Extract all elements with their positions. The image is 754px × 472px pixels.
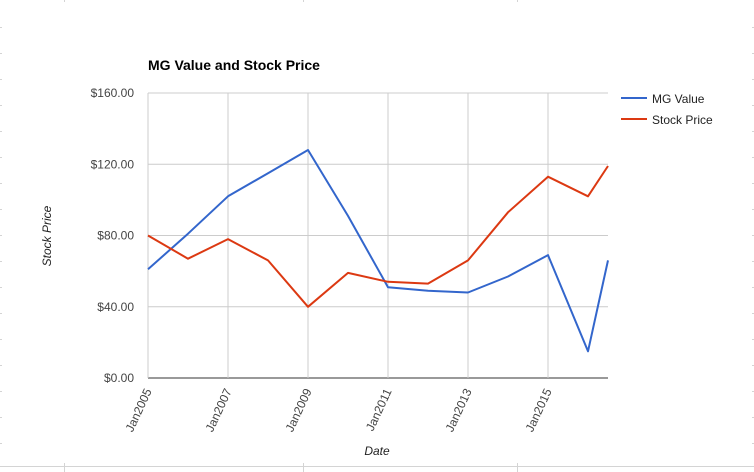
y-tick-label: $40.00 xyxy=(97,300,134,314)
chart-container[interactable]: $0.00 $40.00 $80.00 $120.00 $160.00 Jan2005 Ja… xyxy=(2,2,752,463)
legend-label-stock-price: Stock Price xyxy=(652,113,713,127)
x-tick-label: Jan2009 xyxy=(283,386,315,434)
chart-title: MG Value and Stock Price xyxy=(148,57,320,73)
x-tick-label: Jan2011 xyxy=(363,386,395,433)
y-tick-label: $80.00 xyxy=(97,229,134,243)
legend[interactable]: MG Value Stock Price xyxy=(621,92,713,127)
series-lines xyxy=(147,149,609,353)
line-chart: $0.00 $40.00 $80.00 $120.00 $160.00 Jan2005 Ja… xyxy=(40,57,713,458)
x-tick-label: Jan2007 xyxy=(203,386,235,434)
series-line-mg-value[interactable] xyxy=(147,149,609,353)
y-tick-label: $160.00 xyxy=(91,86,135,100)
y-axis-label: Stock Price xyxy=(40,205,54,266)
x-axis-label: Date xyxy=(364,444,390,458)
legend-label-mg-value: MG Value xyxy=(652,92,705,106)
legend-item-stock-price[interactable]: Stock Price xyxy=(621,113,713,127)
y-tick-label: $120.00 xyxy=(91,157,135,171)
legend-item-mg-value[interactable]: MG Value xyxy=(621,92,705,106)
series-line-stock-price[interactable] xyxy=(147,165,609,308)
gridlines xyxy=(147,92,608,379)
x-tick-label: Jan2005 xyxy=(123,386,155,434)
x-tick-label: Jan2013 xyxy=(443,386,475,434)
tick-labels: $0.00 $40.00 $80.00 $120.00 $160.00 Jan2005 Ja… xyxy=(91,86,555,434)
x-tick-label: Jan2015 xyxy=(523,386,555,434)
y-tick-label: $0.00 xyxy=(104,371,134,385)
